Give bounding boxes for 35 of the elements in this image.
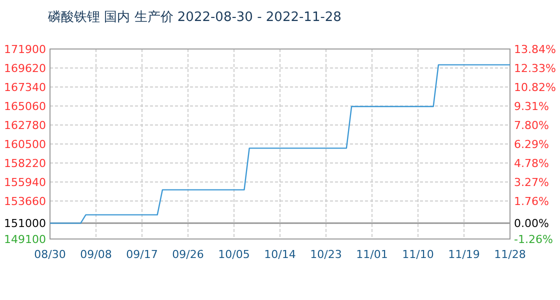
y2-tick-label: 12.33% bbox=[514, 62, 556, 75]
y2-tick-label: -1.26% bbox=[514, 233, 553, 246]
y2-tick-label: 3.27% bbox=[514, 176, 549, 189]
y2-tick-label: 6.29% bbox=[514, 138, 549, 151]
y2-tick-label: 13.84% bbox=[514, 43, 556, 56]
y2-tick-label: 9.31% bbox=[514, 100, 549, 113]
y2-tick-label: 4.78% bbox=[514, 157, 549, 170]
y2-tick-label: 10.82% bbox=[514, 81, 556, 94]
y-tick-label: 153660 bbox=[4, 195, 46, 208]
y2-tick-label: 0.00% bbox=[514, 217, 549, 230]
y-tick-label: 167340 bbox=[4, 81, 46, 94]
y-tick-label: 165060 bbox=[4, 100, 46, 113]
chart-title: 磷酸铁锂 国内 生产价 2022-08-30 - 2022-11-28 bbox=[47, 10, 342, 25]
x-tick-label: 10/23 bbox=[310, 248, 342, 261]
line-series bbox=[49, 64, 511, 224]
y-tick-label: 158220 bbox=[4, 157, 46, 170]
x-tick-label: 10/14 bbox=[264, 248, 296, 261]
x-tick-label: 11/28 bbox=[494, 248, 526, 261]
y-tick-label: 171900 bbox=[4, 43, 46, 56]
y-tick-label: 169620 bbox=[4, 62, 46, 75]
x-tick-label: 09/26 bbox=[172, 248, 204, 261]
x-tick-label: 11/10 bbox=[402, 248, 434, 261]
x-tick-label: 11/19 bbox=[448, 248, 480, 261]
x-tick-label: 11/01 bbox=[356, 248, 388, 261]
x-tick-label: 10/05 bbox=[218, 248, 250, 261]
y-tick-label: 151000 bbox=[4, 217, 46, 230]
y-tick-label: 155940 bbox=[4, 176, 46, 189]
x-tick-label: 08/30 bbox=[34, 248, 66, 261]
y-tick-label: 162780 bbox=[4, 119, 46, 132]
x-tick-label: 09/17 bbox=[126, 248, 158, 261]
y2-tick-label: 7.80% bbox=[514, 119, 549, 132]
y2-tick-label: 1.76% bbox=[514, 195, 549, 208]
y-tick-label: 160500 bbox=[4, 138, 46, 151]
x-tick-label: 09/08 bbox=[80, 248, 112, 261]
y-tick-label: 149100 bbox=[4, 233, 46, 246]
